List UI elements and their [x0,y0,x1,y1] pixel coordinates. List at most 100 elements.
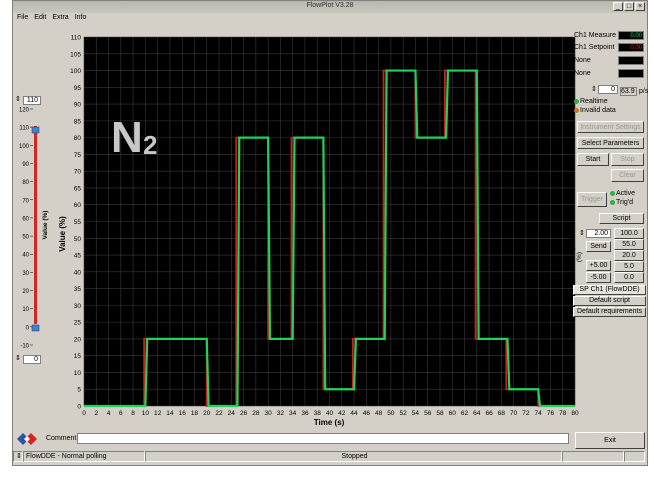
comment-label: Comment [46,435,77,442]
stop-button[interactable]: Stop [611,153,644,166]
exit-button[interactable]: Exit [575,432,645,449]
invalid-data-led-icon [574,107,579,113]
plus-step-button[interactable]: +5.00 [586,260,611,271]
minimize-icon[interactable]: _ [613,2,623,11]
minus-step-button[interactable]: -5.00 [586,272,611,283]
y-tick-label: 20 [74,336,82,343]
realtime-led-icon [574,98,579,104]
status-grip [624,451,645,462]
active-led-icon [610,190,615,196]
x-tick-label: 6 [119,410,123,417]
script-button[interactable]: Script [599,213,644,224]
preset-button[interactable]: 55.0 [614,239,644,250]
slider-tick-label: 70 [22,198,29,204]
select-setpoint-label-box: Select setpoint (%) [569,228,583,282]
rate-input[interactable]: 0 [598,85,618,94]
x-tick-label: 4 [107,410,111,417]
y-tick-label: 95 [74,85,82,92]
setpoint-stepper-icon[interactable]: ⇕ [579,230,585,237]
y-tick-label: 80 [74,135,82,142]
default-requirements-button[interactable]: Default requirements [573,307,646,317]
window-title: FlowPlot V3.28 [306,2,354,9]
y-tick-label: 65 [74,185,82,192]
x-tick-label: 48 [375,410,383,417]
slider-bottom-value[interactable]: 0 [23,355,41,364]
ch1-setpoint-indicator: 0.00 [618,43,644,52]
menu-file[interactable]: File [17,14,29,21]
status-stepper-icon[interactable]: ⇕ [13,451,23,462]
slider-tick-label: 80 [22,180,29,186]
select-setpoint-label: Select setpoint (%) [569,235,583,279]
clear-button[interactable]: Clear [611,169,644,182]
start-button[interactable]: Start [577,153,609,166]
rate-stepper-icon[interactable]: ⇕ [591,86,597,93]
menu-extra[interactable]: Extra [52,14,69,21]
sp-ch1-button[interactable]: SP Ch1 (FlowDDE) [573,285,646,295]
slider-handle-bottom[interactable] [31,324,40,332]
x-tick-label: 26 [240,410,248,417]
y-tick-label: 10 [74,370,82,377]
slider-tick-label: 50 [22,235,29,241]
slider-handle-top[interactable] [31,126,40,134]
status-polling: FlowDDE - Normal polling [23,451,145,462]
channel-none-1-label: None [574,57,591,64]
x-tick-label: 12 [154,410,162,417]
ch1-measure-label: Ch1 Measure [574,32,617,39]
y-tick-label: 30 [74,303,82,310]
x-tick-label: 46 [363,410,371,417]
slider-top-value[interactable]: 110 [23,96,41,105]
trigd-label: Trig'd [616,199,634,206]
gas-label: N [111,113,143,162]
active-indicator: Active [610,190,635,197]
slider-bottom-stepper-icon[interactable]: ⇕ [15,355,21,362]
x-tick-label: 78 [559,410,567,417]
series-ch1-measure [84,69,575,408]
x-tick-label: 36 [301,410,309,417]
preset-button[interactable]: 100.0 [614,228,644,239]
y-tick-label: 5 [77,387,81,394]
x-tick-label: 38 [314,410,322,417]
y-tick-label: 90 [74,102,82,109]
x-tick-label: 0 [82,410,86,417]
close-icon[interactable]: × [635,2,645,11]
slider-tick-label: 20 [22,289,29,295]
x-tick-label: 74 [535,410,543,417]
channel-none-1-indicator [618,56,644,65]
slider-tick-label: 40 [22,253,29,259]
maximize-icon[interactable]: □ [624,2,634,11]
preset-button[interactable]: 5.0 [614,261,644,272]
status-empty [562,451,624,462]
preset-button[interactable]: 20.0 [614,250,644,261]
setpoint-input[interactable]: 2.00 [586,229,611,238]
default-script-button[interactable]: Default script [573,296,646,306]
trigger-button[interactable]: Trigger [577,192,607,207]
y-tick-label: 45 [74,253,82,260]
x-tick-label: 22 [215,410,223,417]
y-tick-label: 55 [74,219,82,226]
slider-tick-label: 30 [22,271,29,277]
x-tick-label: 14 [166,410,174,417]
realtime-label: Realtime [580,98,608,105]
x-tick-label: 56 [424,410,432,417]
preset-button[interactable]: 0.0 [614,272,644,283]
x-tick-label: 44 [350,410,358,417]
x-tick-label: 76 [547,410,555,417]
x-tick-label: 40 [326,410,334,417]
menu-info[interactable]: Info [74,14,87,21]
instrument-settings-button[interactable]: Instrument Settings [577,121,644,133]
slider-top-stepper-icon[interactable]: ⇕ [15,96,21,103]
x-tick-label: 8 [131,410,135,417]
menu-edit[interactable]: Edit [34,14,47,21]
channel-none-2-label: None [574,70,591,77]
send-button[interactable]: Send [586,241,611,252]
status-state: Stopped [145,451,562,462]
x-tick-label: 70 [510,410,518,417]
y-tick-label: 25 [74,320,82,327]
x-tick-label: 72 [522,410,530,417]
select-parameters-button[interactable]: Select Parameters [577,137,644,149]
plot-chart: 0510152025303540455055606570758085909510… [53,34,586,428]
x-tick-label: 60 [449,410,457,417]
slider-track [34,126,37,324]
comment-input[interactable] [77,433,569,444]
